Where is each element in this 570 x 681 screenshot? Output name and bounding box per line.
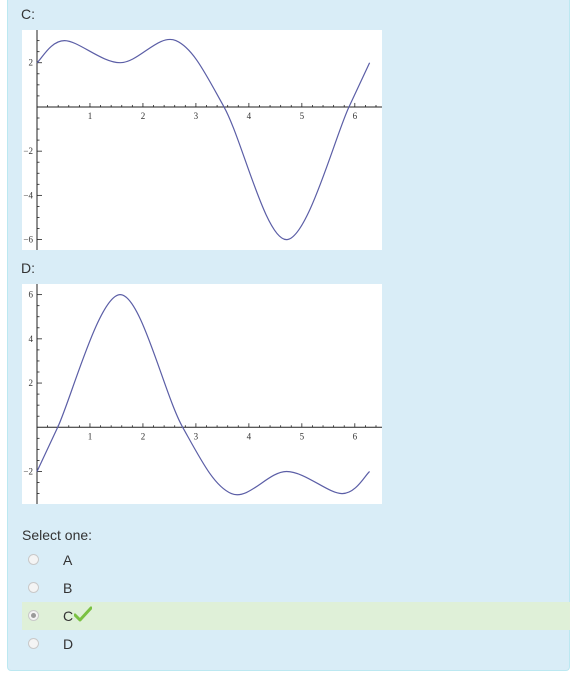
choice-b[interactable]: B — [22, 574, 570, 602]
choice-b-label[interactable]: B — [63, 580, 73, 596]
plot-d-y-tick-label: 4 — [29, 334, 34, 344]
plot-c-y-tick-label: −4 — [23, 190, 33, 200]
plot-c-x-tick-label: 6 — [353, 111, 358, 121]
plot-c-x-tick-label: 2 — [141, 111, 146, 121]
plot-d-x-tick-label: 3 — [194, 431, 199, 441]
choice-c-radio[interactable] — [28, 610, 39, 621]
plot-c-x-tick-label: 1 — [88, 111, 93, 121]
choice-d-radio[interactable] — [28, 638, 39, 649]
plot-d-x-tick-label: 2 — [141, 431, 146, 441]
choice-a-label[interactable]: A — [63, 552, 73, 568]
choice-a-radio[interactable] — [28, 554, 39, 565]
choice-b-radio[interactable] — [28, 582, 39, 593]
choice-d-label[interactable]: D — [63, 636, 74, 652]
plot-d-x-tick-label: 4 — [247, 431, 252, 441]
plot-d-y-tick-label: 6 — [29, 290, 34, 300]
choice-a[interactable]: A — [22, 546, 570, 574]
plot-d-x-tick-label: 5 — [300, 431, 305, 441]
plot-d-y-tick-label: 2 — [29, 378, 34, 388]
option-d-label: D: — [21, 260, 35, 276]
plot-c-y-tick-label: 2 — [29, 58, 34, 68]
choice-d[interactable]: D — [22, 630, 570, 658]
select-prompt: Select one: — [22, 527, 93, 543]
plot-d-svg: 1 2 3 4 5 6 6 4 2 −2 — [23, 284, 382, 504]
plot-c-y-tick-label: −6 — [23, 235, 33, 245]
plot-c-svg: 1 2 3 4 5 6 2 −2 −4 −6 — [23, 30, 382, 250]
plot-d: 1 2 3 4 5 6 6 4 2 −2 — [22, 284, 382, 504]
plot-d-x-tick-label: 1 — [88, 431, 93, 441]
plot-c-y-tick-label: −2 — [23, 146, 33, 156]
plot-c-x-tick-label: 3 — [194, 111, 199, 121]
choice-c-label[interactable]: C — [63, 608, 74, 624]
plot-c: 1 2 3 4 5 6 2 −2 −4 −6 — [22, 30, 382, 250]
plot-c-x-tick-label: 4 — [247, 111, 252, 121]
plot-c-curve — [36, 38, 371, 241]
choice-c[interactable]: C — [22, 602, 570, 630]
correct-check-icon — [74, 606, 92, 622]
plot-d-x-tick-label: 6 — [353, 431, 358, 441]
plot-c-x-tick-label: 5 — [300, 111, 305, 121]
plot-d-y-tick-label: −2 — [23, 466, 33, 476]
option-c-label: C: — [21, 6, 35, 22]
plot-d-curve — [36, 293, 371, 496]
